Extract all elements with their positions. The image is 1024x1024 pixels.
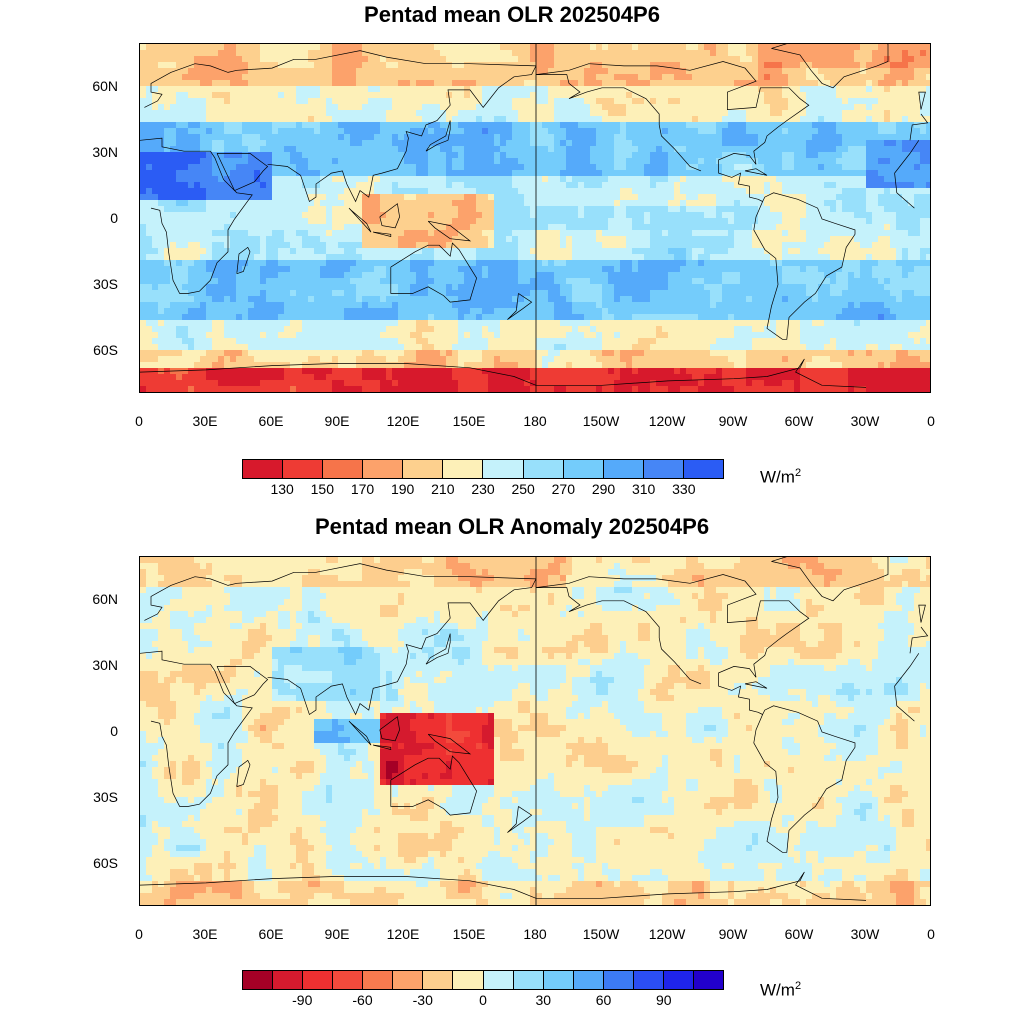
colorbar-label: 170 [350, 481, 375, 497]
panel1-title: Pentad mean OLR 202504P6 [364, 2, 660, 27]
colorbar-swatch [393, 971, 424, 989]
panel2-title: Pentad mean OLR Anomaly 202504P6 [314, 514, 710, 539]
y-tick-label: 60S [93, 342, 118, 358]
colorbar-swatch [243, 460, 284, 478]
colorbar-label: 150 [310, 481, 335, 497]
x-tick-label: 180 [523, 413, 547, 429]
colorbar-label: 310 [631, 481, 656, 497]
colorbar-label: -90 [292, 992, 313, 1008]
colorbar-swatch [563, 460, 604, 478]
colorbar-swatch [483, 971, 514, 989]
colorbar-swatch [523, 460, 564, 478]
colorbar-swatch [603, 971, 634, 989]
x-tick-label: 150W [582, 413, 620, 429]
colorbar-swatch [573, 971, 604, 989]
x-tick-label: 30E [192, 926, 218, 942]
y-tick-label: 60N [92, 591, 118, 607]
colorbar-label: 30 [535, 992, 552, 1008]
panel1-map [139, 43, 931, 393]
colorbar-label: 0 [479, 992, 487, 1008]
colorbar-swatch [543, 971, 574, 989]
colorbar-swatch [283, 460, 324, 478]
colorbar-swatch [273, 971, 304, 989]
panel1-olr-field [140, 44, 930, 392]
x-tick-label: 0 [927, 413, 935, 429]
x-tick-label: 150E [452, 413, 486, 429]
colorbar-swatch [453, 971, 484, 989]
x-tick-label: 180 [523, 926, 547, 942]
colorbar-swatch [483, 460, 524, 478]
panel2-map [139, 556, 931, 906]
panel2-colorbar [242, 970, 724, 990]
colorbar-swatch [633, 971, 664, 989]
x-tick-label: 60W [784, 413, 814, 429]
x-tick-label: 30W [850, 413, 880, 429]
colorbar-swatch [363, 971, 394, 989]
colorbar-label: 330 [672, 481, 696, 497]
y-tick-label: 0 [110, 723, 118, 739]
colorbar-label: 230 [471, 481, 495, 497]
x-tick-label: 0 [135, 926, 143, 942]
colorbar-label: -30 [412, 992, 433, 1008]
x-tick-label: 150W [582, 926, 620, 942]
colorbar-label: 190 [390, 481, 415, 497]
panel2-units: W/m2 [760, 980, 802, 1000]
x-tick-label: 60W [784, 926, 814, 942]
colorbar-label: 130 [270, 481, 294, 497]
y-tick-label: 30S [93, 276, 118, 292]
y-tick-label: 30N [92, 657, 118, 673]
x-tick-label: 120E [386, 413, 420, 429]
y-tick-label: 30N [92, 144, 118, 160]
x-tick-label: 0 [927, 926, 935, 942]
colorbar-swatch [693, 971, 723, 989]
colorbar-swatch [513, 971, 544, 989]
colorbar-swatch [403, 460, 444, 478]
colorbar-label: 290 [591, 481, 616, 497]
colorbar-swatch [303, 971, 334, 989]
x-tick-label: 90W [718, 926, 748, 942]
x-tick-label: 90E [324, 926, 350, 942]
panel1-units: W/m2 [760, 467, 802, 487]
x-tick-label: 30W [850, 926, 880, 942]
x-tick-label: 120E [386, 926, 420, 942]
y-tick-label: 60S [93, 855, 118, 871]
x-tick-label: 120W [648, 926, 686, 942]
colorbar-swatch [443, 460, 484, 478]
colorbar-swatch [663, 971, 694, 989]
x-tick-label: 90W [718, 413, 748, 429]
panel2-anomaly-field [140, 557, 930, 905]
panel1-colorbar [242, 459, 724, 479]
x-tick-label: 30E [192, 413, 218, 429]
x-tick-label: 90E [324, 413, 350, 429]
x-tick-label: 60E [258, 926, 284, 942]
colorbar-label: 250 [511, 481, 535, 497]
colorbar-swatch [683, 460, 723, 478]
x-tick-label: 60E [258, 413, 284, 429]
y-tick-label: 60N [92, 78, 118, 94]
colorbar-swatch [333, 971, 364, 989]
colorbar-label: 270 [551, 481, 576, 497]
colorbar-label: 90 [655, 992, 672, 1008]
colorbar-swatch [423, 971, 454, 989]
colorbar-label: 60 [595, 992, 612, 1008]
x-tick-label: 0 [135, 413, 143, 429]
x-tick-label: 150E [452, 926, 486, 942]
colorbar-swatch [363, 460, 404, 478]
colorbar-swatch [323, 460, 364, 478]
colorbar-label: -60 [352, 992, 373, 1008]
y-tick-label: 0 [110, 210, 118, 226]
colorbar-swatch [603, 460, 644, 478]
y-tick-label: 30S [93, 789, 118, 805]
colorbar-swatch [643, 460, 684, 478]
x-tick-label: 120W [648, 413, 686, 429]
colorbar-swatch [243, 971, 274, 989]
colorbar-label: 210 [431, 481, 455, 497]
